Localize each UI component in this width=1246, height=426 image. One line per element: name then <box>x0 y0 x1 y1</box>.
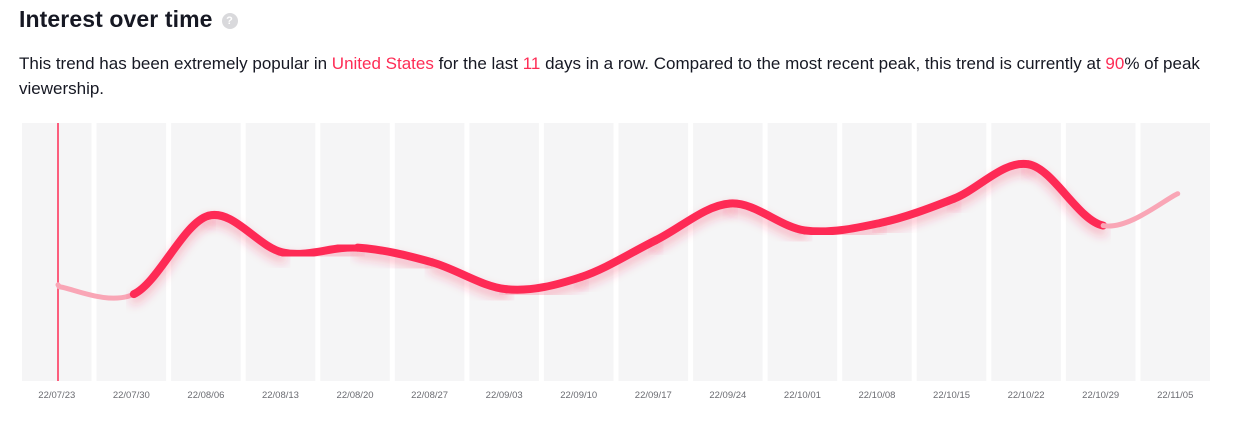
week-band <box>22 123 92 381</box>
trend-line-segment <box>278 243 362 258</box>
x-tick-label: 22/09/03 <box>486 390 523 401</box>
country-highlight: United States <box>331 54 434 73</box>
desc-text-4: % of peak viewership. <box>19 54 1200 98</box>
trend-description: This trend has been extremely popular in… <box>19 51 1219 101</box>
desc-text-1: This trend has been extremely popular in <box>19 54 332 73</box>
desc-text-3: days in a row. Compared to the most rece… <box>540 54 1106 73</box>
trend-line-segment <box>651 199 735 245</box>
trend-line-segment <box>129 211 213 299</box>
x-tick-label: 22/07/23 <box>38 390 75 401</box>
trend-line-segment <box>428 258 511 294</box>
week-band <box>543 123 614 381</box>
x-tick-label: 22/09/17 <box>635 390 672 401</box>
week-band <box>842 123 912 381</box>
x-tick-label: 22/09/10 <box>560 390 597 401</box>
trend-line-segment <box>1100 191 1181 229</box>
x-tick-label: 22/10/01 <box>784 390 821 401</box>
trend-line-segment <box>56 284 137 301</box>
x-tick-label: 22/08/06 <box>187 390 224 401</box>
trend-line-segment <box>353 243 437 267</box>
x-tick-label: 22/10/22 <box>1008 390 1045 401</box>
days-highlight: 11 <box>522 54 541 73</box>
x-tick-label: 22/10/29 <box>1082 390 1119 401</box>
trend-line-segment <box>726 199 809 235</box>
week-band <box>693 123 763 381</box>
trend-line-segment <box>204 210 287 257</box>
x-tick-label: 22/11/05 <box>1157 390 1193 401</box>
week-band <box>767 123 838 381</box>
trend-line-segment <box>950 159 1033 203</box>
x-axis: 22/07/23 22/07/30 22/08/06 22/08/13 22/08/20… <box>38 390 1193 401</box>
week-band <box>96 123 167 381</box>
percent-highlight: 90 <box>1105 54 1125 73</box>
x-tick-label: 22/08/13 <box>262 390 299 401</box>
week-band <box>469 123 539 381</box>
help-icon[interactable]: ? <box>221 13 238 29</box>
trend-line-segment <box>577 236 660 281</box>
line-layer <box>55 159 1181 301</box>
section-header: Interest over time ? <box>19 6 238 33</box>
x-tick-label: 22/08/27 <box>411 390 448 401</box>
trend-line-segment <box>800 219 884 236</box>
week-band <box>1140 123 1210 381</box>
x-tick-label: 22/07/30 <box>113 390 150 401</box>
trend-line-segment <box>502 273 586 294</box>
desc-text-2: for the last <box>433 54 523 73</box>
x-tick-label: 22/10/15 <box>933 390 970 401</box>
trend-line-segment <box>1024 160 1108 230</box>
x-tick-label: 22/10/08 <box>858 390 895 401</box>
week-band <box>171 123 241 381</box>
x-tick-label: 22/09/24 <box>709 390 746 401</box>
trend-line-segment <box>875 194 959 228</box>
interest-chart: 22/07/23 22/07/30 22/08/06 22/08/13 22/08/20… <box>22 123 1210 401</box>
week-band <box>1065 123 1136 381</box>
week-band <box>916 123 987 381</box>
x-tick-label: 22/08/20 <box>337 390 374 401</box>
page-title: Interest over time <box>19 6 213 32</box>
